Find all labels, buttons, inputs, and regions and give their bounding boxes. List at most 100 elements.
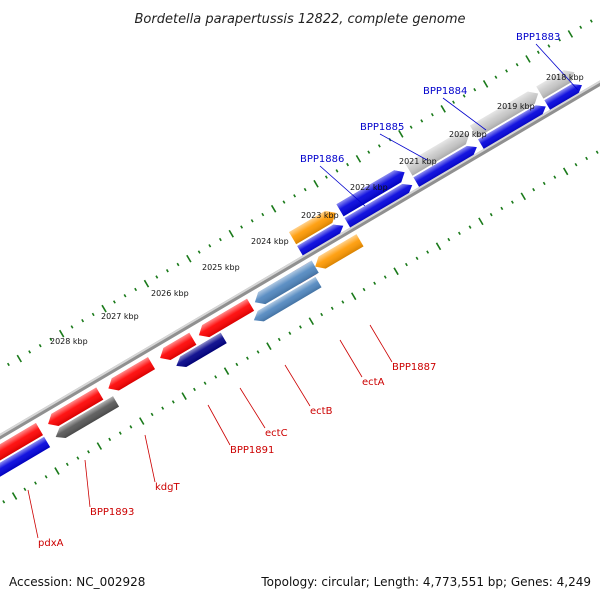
tick-mark (579, 25, 583, 29)
kbp-tick-label: 2028 kbp (50, 337, 88, 346)
gene-arrow-shading (315, 234, 364, 269)
tick-mark (398, 129, 404, 138)
gene-label-ectb: ectB (310, 406, 333, 417)
kbp-tick-label: 2022 kbp (350, 183, 388, 192)
tick-mark (171, 400, 175, 404)
inner-tick-ring (2, 150, 599, 504)
tick-mark (240, 225, 244, 229)
tick-mark (28, 350, 32, 354)
gene-label-leader (144, 434, 156, 483)
forward-strand-genes (289, 70, 582, 257)
tick-mark (500, 206, 504, 211)
kbp-tick-label: 2027 kbp (101, 312, 139, 321)
tick-mark (176, 262, 180, 267)
gene-label-leader (207, 404, 231, 446)
tick-mark (383, 275, 387, 279)
tick-mark (510, 200, 514, 204)
tick-mark (87, 450, 90, 454)
tick-mark (393, 267, 399, 276)
tick-mark (426, 250, 430, 254)
gene-labels: BPP1883 BPP1884 BPP1885 BPP1886 BPP1887 ectA e… (27, 32, 579, 549)
tick-mark (123, 294, 127, 298)
tick-mark (377, 144, 381, 148)
tick-mark (277, 337, 281, 342)
tick-mark (76, 456, 80, 460)
tick-mark (70, 325, 74, 329)
tick-mark (282, 200, 286, 204)
gene-arrow-outer-shading (405, 132, 470, 176)
kbp-tick-label: 2018 kbp (546, 73, 584, 82)
tick-mark (313, 179, 319, 188)
kbp-tick-label: 2026 kbp (151, 289, 189, 298)
tick-mark (299, 325, 302, 329)
tick-mark (256, 350, 260, 354)
tick-mark (235, 362, 239, 367)
gene-arrow-outer-shading (470, 91, 539, 138)
tick-mark (108, 437, 112, 442)
gene-label-bpp1885: BPP1885 (360, 122, 404, 133)
tick-mark (165, 269, 169, 273)
kbp-tick-label: 2021 kbp (399, 157, 437, 166)
tick-mark (430, 112, 434, 117)
tick-mark (261, 212, 265, 217)
tick-mark (186, 254, 192, 263)
gene-label-ectc: ectC (265, 428, 288, 439)
tick-mark (150, 412, 154, 417)
tick-mark (525, 55, 531, 63)
tick-mark (54, 467, 60, 475)
map-title: Bordetella parapertussis 12822, complete… (135, 12, 466, 27)
tick-mark (420, 119, 424, 123)
tick-mark (482, 80, 489, 88)
tick-mark (558, 38, 561, 42)
gene-label-bpp1884: BPP1884 (423, 86, 467, 97)
kbp-tick-label: 2025 kbp (202, 263, 240, 272)
gene-label-leader (379, 133, 428, 161)
tick-mark (293, 194, 297, 198)
tick-mark (214, 375, 218, 379)
gene-label-leader (239, 387, 266, 429)
reverse-strand-genes (0, 234, 364, 484)
tick-mark (139, 417, 145, 425)
tick-mark (440, 105, 446, 113)
gene-arrow-outer-shading (336, 170, 405, 217)
tick-mark (246, 356, 249, 360)
tick-mark (44, 475, 48, 479)
tick-mark (373, 281, 377, 285)
tick-mark (223, 367, 230, 375)
tick-mark (16, 354, 23, 363)
gene-label-leader (284, 364, 311, 407)
tick-mark (457, 231, 461, 236)
tick-mark (324, 175, 328, 179)
tick-mark (362, 287, 366, 292)
tick-mark (478, 217, 484, 226)
gene-label-leader (84, 459, 91, 508)
tick-mark (489, 212, 493, 217)
backbone-line (0, 45, 600, 485)
genome-track (0, 19, 600, 504)
tick-mark (161, 406, 165, 410)
tick-mark (270, 204, 277, 213)
tick-mark (34, 481, 37, 485)
gene-label-bpp1891: BPP1891 (230, 445, 274, 456)
tick-mark (181, 392, 187, 400)
tick-mark (2, 500, 6, 504)
gene-arrow-lower-shading (55, 396, 120, 439)
tick-mark (250, 219, 254, 223)
tick-mark (574, 162, 578, 167)
tick-mark (341, 300, 345, 304)
tick-mark (404, 262, 408, 267)
tick-mark (81, 318, 85, 323)
tick-mark (346, 162, 350, 167)
tick-mark (515, 63, 519, 67)
gene-label-ecta: ectA (362, 377, 385, 388)
gene-label-bpp1893: BPP1893 (90, 507, 134, 518)
tick-mark (505, 69, 508, 73)
tick-mark (91, 312, 95, 317)
tick-mark (553, 175, 557, 179)
tick-mark (134, 287, 138, 292)
gene-arrow-lower-shading (176, 332, 227, 367)
gene-arrow-inner-shading (478, 105, 546, 150)
tick-mark (308, 317, 315, 326)
tick-mark (58, 329, 65, 338)
